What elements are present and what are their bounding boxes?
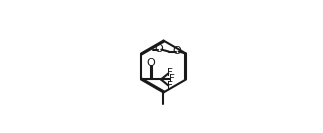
Text: O: O [155, 44, 163, 54]
Text: O: O [147, 58, 155, 68]
Text: F: F [167, 68, 173, 78]
Text: F: F [169, 74, 174, 84]
Text: O: O [172, 46, 181, 56]
Text: F: F [167, 81, 173, 91]
